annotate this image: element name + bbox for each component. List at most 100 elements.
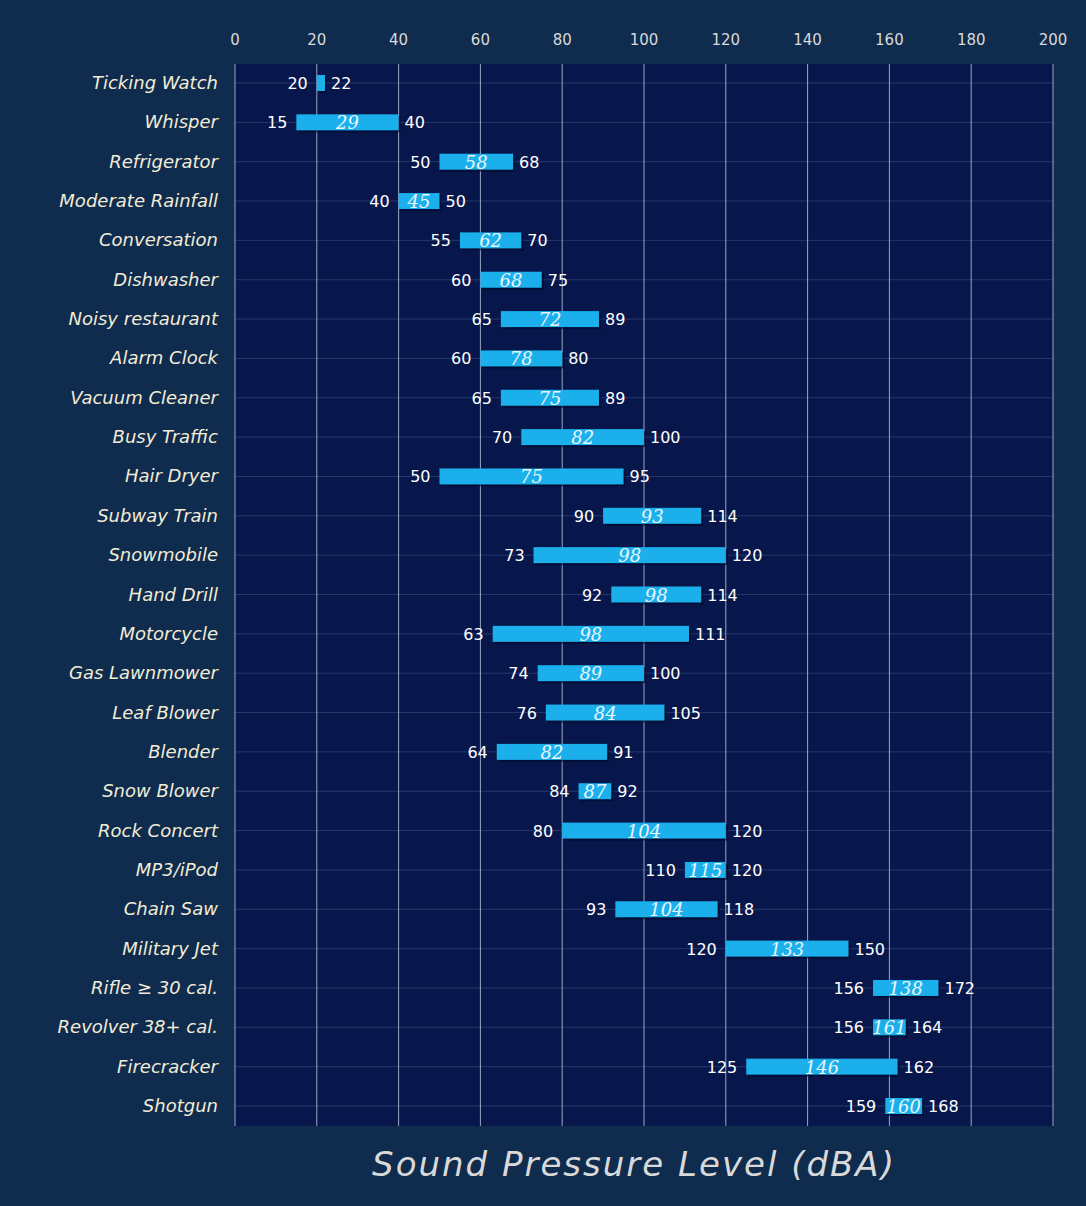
high-label: 164: [912, 1018, 943, 1037]
category-label: Ticking Watch: [92, 72, 218, 93]
low-label: 120: [686, 940, 717, 959]
tick-label: 60: [471, 31, 490, 49]
category-label: Revolver 38+ cal.: [58, 1016, 218, 1037]
typical-label: 98: [618, 545, 641, 566]
typical-label: 98: [579, 624, 602, 645]
low-label: 73: [504, 546, 524, 565]
high-label: 68: [519, 153, 539, 172]
category-label: Motorcycle: [119, 623, 218, 644]
high-label: 120: [732, 546, 763, 565]
high-label: 120: [732, 861, 763, 880]
plot-area: [235, 64, 1053, 1126]
typical-label: 75: [520, 466, 543, 487]
high-label: 91: [613, 743, 633, 762]
category-label: Vacuum Cleaner: [70, 387, 219, 408]
grid-line: [316, 64, 317, 1126]
tick-label: 120: [711, 31, 740, 49]
typical-label: 98: [645, 585, 668, 606]
typical-label: 87: [583, 781, 606, 802]
high-label: 172: [944, 979, 975, 998]
low-label: 60: [451, 349, 471, 368]
category-label: Gas Lawnmower: [69, 662, 220, 683]
category-label: Rock Concert: [98, 820, 219, 841]
typical-label: 146: [805, 1057, 839, 1078]
range-bar: [317, 75, 325, 91]
tick-label: 0: [230, 31, 240, 49]
typical-label: 29: [335, 112, 359, 133]
category-label: Rifle ≥ 30 cal.: [91, 977, 218, 998]
typical-label: 115: [688, 860, 722, 881]
low-label: 110: [645, 861, 676, 880]
low-label: 65: [471, 310, 491, 329]
low-label: 40: [369, 192, 389, 211]
high-label: 120: [732, 822, 763, 841]
typical-label: 82: [541, 742, 564, 763]
category-label: Noisy restaurant: [69, 308, 219, 329]
low-label: 55: [431, 231, 451, 250]
grid-line: [398, 64, 399, 1126]
low-label: 63: [463, 625, 483, 644]
grid-line: [235, 64, 236, 1126]
typical-label: 161: [872, 1017, 906, 1038]
typical-label: 75: [538, 388, 561, 409]
low-label: 65: [471, 389, 491, 408]
typical-label: 160: [887, 1096, 921, 1117]
category-label: Refrigerator: [109, 151, 219, 172]
typical-label: 138: [889, 978, 923, 999]
grid-line: [807, 64, 808, 1126]
high-label: 168: [928, 1097, 959, 1116]
low-label: 74: [508, 664, 528, 683]
category-label: MP3/iPod: [136, 859, 219, 880]
high-label: 50: [446, 192, 466, 211]
typical-label: 93: [641, 506, 664, 527]
low-label: 15: [267, 113, 287, 132]
category-label: Hair Dryer: [125, 465, 220, 486]
high-label: 70: [527, 231, 547, 250]
high-label: 75: [548, 271, 568, 290]
grid-line: [971, 64, 972, 1126]
category-label: Blender: [148, 741, 219, 762]
category-label: Firecracker: [117, 1056, 220, 1077]
typical-label: 82: [571, 427, 594, 448]
high-label: 89: [605, 389, 625, 408]
category-label: Whisper: [145, 111, 220, 132]
low-label: 92: [582, 586, 602, 605]
low-label: 76: [516, 704, 536, 723]
low-label: 20: [287, 74, 307, 93]
grid-line: [1053, 64, 1054, 1126]
high-label: 162: [904, 1058, 935, 1077]
low-label: 90: [574, 507, 594, 526]
high-label: 105: [670, 704, 701, 723]
typical-label: 133: [770, 939, 804, 960]
high-label: 80: [568, 349, 588, 368]
high-label: 100: [650, 664, 681, 683]
high-label: 150: [855, 940, 886, 959]
typical-label: 78: [510, 348, 533, 369]
low-label: 125: [707, 1058, 738, 1077]
low-label: 93: [586, 900, 606, 919]
high-label: 111: [695, 625, 726, 644]
low-label: 156: [833, 979, 864, 998]
tick-label: 80: [553, 31, 572, 49]
background: [0, 0, 1086, 1206]
high-label: 100: [650, 428, 681, 447]
low-label: 64: [467, 743, 487, 762]
category-label: Conversation: [99, 229, 218, 250]
category-label: Chain Saw: [124, 898, 219, 919]
high-label: 114: [707, 507, 738, 526]
chart: 020406080100120140160180200Ticking Watch…: [0, 0, 1086, 1206]
high-label: 118: [724, 900, 755, 919]
low-label: 156: [833, 1018, 864, 1037]
grid-line: [889, 64, 890, 1126]
category-label: Alarm Clock: [109, 347, 219, 368]
low-label: 60: [451, 271, 471, 290]
category-label: Snowmobile: [108, 544, 218, 565]
typical-label: 58: [465, 152, 488, 173]
low-label: 50: [410, 153, 430, 172]
low-label: 50: [410, 467, 430, 486]
high-label: 40: [405, 113, 425, 132]
typical-label: 45: [407, 191, 431, 212]
typical-label: 72: [538, 309, 561, 330]
typical-label: 62: [479, 230, 502, 251]
high-label: 22: [331, 74, 351, 93]
